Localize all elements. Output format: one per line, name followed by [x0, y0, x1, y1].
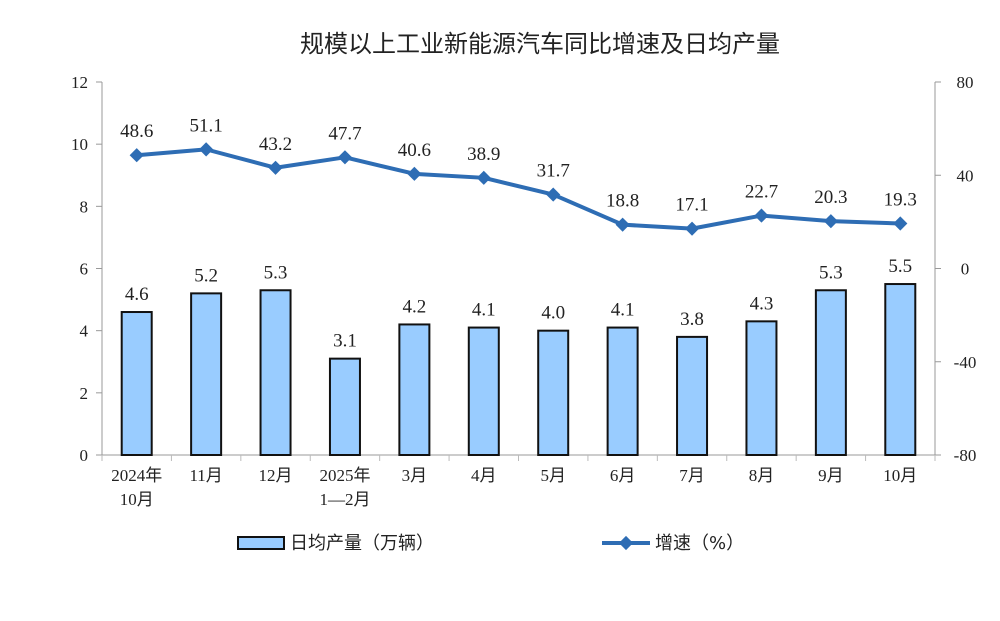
legend: 日均产量（万辆） 增速（%）: [237, 533, 744, 554]
legend-line-marker: [618, 535, 634, 551]
bar: [814, 289, 847, 456]
bar-data-label: 4.0: [541, 303, 565, 324]
line-marker: [199, 142, 214, 157]
bar-data-label: 4.6: [125, 284, 149, 305]
line-data-label: 38.9: [467, 144, 500, 165]
right-tick-label: 40: [957, 166, 974, 185]
line-marker: [337, 150, 353, 165]
right-tick-label: 0: [961, 260, 970, 279]
line-marker: [129, 148, 144, 163]
bar-data-label: 4.2: [403, 296, 427, 317]
x-tick-label: 1—2月: [319, 490, 370, 509]
x-tick-label: 2024年: [111, 466, 162, 485]
x-tick-label: 3月: [402, 466, 428, 485]
line-data-label: 18.8: [606, 191, 639, 212]
bar-data-label: 3.1: [333, 331, 357, 352]
chart-title: 规模以上工业新能源汽车同比增速及日均产量: [300, 30, 780, 58]
bar: [190, 292, 223, 456]
bar-data-label: 4.1: [611, 300, 635, 321]
left-tick-label: 12: [71, 73, 88, 92]
left-tick-label: 4: [80, 322, 89, 341]
bar: [745, 320, 778, 457]
x-tick-label: 2025年: [319, 466, 370, 485]
line-marker: [615, 217, 630, 232]
bar: [398, 323, 431, 457]
line-marker: [546, 187, 561, 202]
line-marker: [268, 160, 283, 175]
legend-bar-label: 日均产量（万辆）: [290, 533, 434, 554]
bar-data-label: 4.1: [472, 300, 496, 321]
x-tick-label: 5月: [540, 466, 566, 485]
bar: [259, 289, 292, 456]
right-tick-label: -80: [954, 446, 977, 465]
line-data-label: 20.3: [814, 187, 847, 208]
line-marker: [754, 208, 769, 223]
bar-data-label: 5.3: [264, 262, 288, 283]
bar: [328, 357, 361, 456]
right-tick-label: -40: [954, 353, 977, 372]
x-tick-label: 11月: [189, 466, 222, 485]
line-data-label: 40.6: [398, 140, 431, 161]
bar: [884, 283, 917, 456]
line-marker: [684, 221, 700, 236]
legend-bar-swatch: [237, 536, 285, 550]
line-data-label: 31.7: [537, 161, 570, 182]
line-marker: [476, 170, 491, 185]
x-tick-label: 12月: [259, 466, 293, 485]
x-tick-label: 8月: [749, 466, 775, 485]
bar: [467, 326, 500, 456]
bar-data-label: 5.5: [888, 256, 912, 277]
x-tick-label: 4月: [471, 466, 497, 485]
x-tick-label: 9月: [818, 466, 844, 485]
bar-data-label: 5.3: [819, 262, 843, 283]
bar-data-label: 3.8: [680, 309, 704, 330]
bar: [120, 311, 153, 456]
left-tick-label: 2: [80, 384, 89, 403]
line-marker: [893, 216, 908, 231]
x-tick-label: 7月: [679, 466, 705, 485]
left-tick-label: 0: [80, 446, 89, 465]
line-marker: [407, 166, 422, 181]
bar: [606, 326, 639, 456]
line-marker: [823, 214, 838, 229]
line-data-label: 47.7: [328, 123, 361, 144]
bar: [537, 329, 570, 456]
bar-data-label: 5.2: [194, 265, 218, 286]
bar: [676, 335, 709, 456]
left-tick-label: 10: [71, 135, 88, 154]
line-data-label: 51.1: [190, 115, 223, 136]
x-tick-label: 10月: [883, 466, 917, 485]
bar-data-label: 4.3: [750, 293, 774, 314]
left-tick-label: 6: [80, 260, 89, 279]
x-tick-label: 6月: [610, 466, 636, 485]
growth-line: [136, 147, 901, 231]
line-data-label: 19.3: [884, 190, 917, 211]
legend-line-label: 增速（%）: [655, 533, 744, 554]
x-tick-label: 10月: [120, 490, 154, 509]
right-tick-label: 80: [957, 73, 974, 92]
line-data-label: 43.2: [259, 134, 292, 155]
line-data-label: 22.7: [745, 182, 778, 203]
left-tick-label: 8: [80, 197, 89, 216]
line-data-label: 17.1: [675, 195, 708, 216]
line-data-label: 48.6: [120, 121, 153, 142]
